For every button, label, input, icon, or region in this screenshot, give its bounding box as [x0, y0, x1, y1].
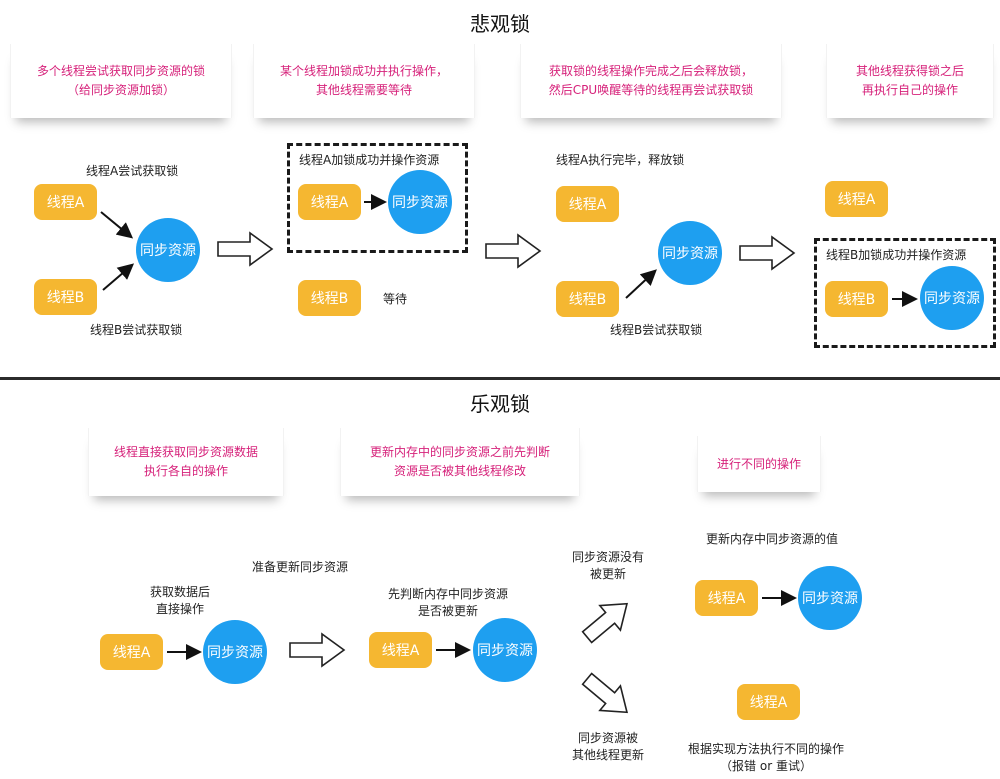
- section-divider: [0, 377, 1000, 380]
- hollow-arrow-icon: [217, 231, 274, 267]
- sync-resource-node: 同步资源: [473, 618, 537, 682]
- update-value-label: 更新内存中同步资源的值: [706, 532, 839, 546]
- updated-label: 同步资源被 其他线程更新: [572, 731, 645, 762]
- thread-a-release-label: 线程A执行完毕，释放锁: [556, 153, 685, 167]
- optimistic-note-2: 更新内存中的同步资源之前先判断 资源是否被其他线程修改: [340, 428, 580, 496]
- sync-resource-node: 同步资源: [920, 266, 984, 330]
- hollow-arrow-icon: [289, 632, 346, 668]
- thread-b-node: 线程B: [298, 280, 361, 316]
- direct-operate-label: 获取数据后 直接操作: [150, 585, 211, 616]
- optimistic-note-3: 进行不同的操作: [697, 436, 821, 492]
- optimistic-note-1: 线程直接获取同步资源数据 执行各自的操作: [88, 428, 284, 496]
- hollow-arrow-icon: [485, 233, 542, 269]
- lock-held-box: [287, 143, 468, 253]
- sync-resource-node: 同步资源: [136, 218, 200, 282]
- check-update-label: 先判断内存中同步资源 是否被更新: [388, 587, 509, 618]
- not-updated-label: 同步资源没有 被更新: [572, 550, 645, 581]
- hollow-arrow-up-icon: [581, 602, 629, 644]
- arrow-icon: [100, 211, 134, 239]
- thread-a-node: 线程A: [369, 632, 432, 668]
- pessimistic-note-4: 其他线程获得锁之后 再执行自己的操作: [826, 44, 994, 118]
- thread-b-locked-label: 线程B加锁成功并操作资源: [826, 248, 967, 262]
- pessimistic-note-1: 多个线程尝试获取同步资源的锁 （给同步资源加锁）: [10, 44, 232, 118]
- thread-a-node: 线程A: [34, 184, 97, 220]
- thread-b-try-lock-label: 线程B尝试获取锁: [610, 323, 703, 337]
- thread-a-node: 线程A: [100, 634, 163, 670]
- sync-resource-node: 同步资源: [658, 221, 722, 285]
- pessimistic-lock-title: 悲观锁: [470, 12, 530, 36]
- thread-b-node: 线程B: [34, 279, 97, 315]
- pessimistic-note-3: 获取锁的线程操作完成之后会释放锁， 然后CPU唤醒等待的线程再尝试获取锁: [520, 44, 782, 118]
- thread-a-node: 线程A: [556, 186, 619, 222]
- thread-b-try-lock-label: 线程B尝试获取锁: [90, 323, 183, 337]
- wait-label: 等待: [383, 292, 408, 306]
- hollow-arrow-icon: [739, 235, 796, 271]
- thread-a-node: 线程A: [695, 580, 758, 616]
- thread-b-node: 线程B: [825, 281, 888, 317]
- thread-a-try-lock-label: 线程A尝试获取锁: [86, 164, 179, 178]
- thread-a-node: 线程A: [737, 684, 800, 720]
- arrow-icon: [625, 269, 657, 299]
- hollow-arrow-down-icon: [581, 672, 629, 714]
- thread-a-node: 线程A: [825, 181, 888, 217]
- arrow-icon: [102, 263, 135, 291]
- thread-a-locked-label: 线程A加锁成功并操作资源: [299, 153, 440, 167]
- thread-b-node: 线程B: [556, 281, 619, 317]
- pessimistic-note-2: 某个线程加锁成功并执行操作， 其他线程需要等待: [253, 44, 475, 118]
- lock-held-box: [814, 238, 996, 348]
- sync-resource-node: 同步资源: [388, 170, 452, 234]
- sync-resource-node: 同步资源: [203, 620, 267, 684]
- sync-resource-node: 同步资源: [798, 566, 862, 630]
- optimistic-lock-title: 乐观锁: [470, 392, 530, 416]
- thread-a-node: 线程A: [298, 184, 361, 220]
- error-or-retry-label: 根据实现方法执行不同的操作 （报错 or 重试）: [688, 742, 845, 773]
- prepare-update-label: 准备更新同步资源: [252, 560, 349, 574]
